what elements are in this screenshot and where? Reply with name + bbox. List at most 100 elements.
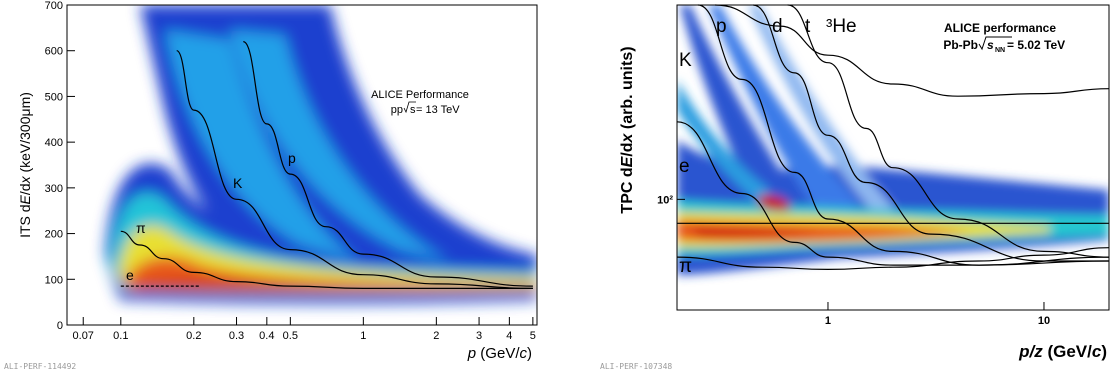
left-y-title-part: x (17, 175, 33, 184)
left-label-kaon: K (233, 175, 243, 191)
left-y-axis-ticks: 0 100 200 300 400 500 600 700 (45, 0, 75, 332)
right-density-d-wing (748, 5, 900, 220)
right-band-curves (676, 4, 1110, 271)
left-y-tick-label: 300 (45, 183, 63, 195)
left-x-axis-title: p (GeV/c) (467, 345, 532, 362)
left-y-tick-label: 600 (45, 46, 63, 58)
right-annotation-line2-post: = 5.02 TeV (1007, 38, 1065, 52)
left-x-tick-label: 0.07 (73, 330, 94, 342)
left-x-tick-label: 0.1 (113, 330, 128, 342)
right-density-peak (758, 195, 790, 211)
right-y-title-part: x (619, 132, 636, 143)
right-label-electron: e (679, 156, 690, 177)
left-y-title-part: m) (17, 92, 33, 108)
left-band-curves (120, 41, 533, 290)
right-band-curve-d (752, 4, 1109, 262)
right-x-title-close: ) (1101, 342, 1107, 361)
right-density-map (677, 5, 1109, 275)
left-y-tick-label: 100 (45, 274, 63, 286)
right-plot-frame (676, 4, 1110, 311)
right-label-kaon: K (679, 50, 692, 71)
right-density-hot (677, 220, 970, 242)
left-y-axis-title: ITS dE/dx (keV/300μm) (17, 92, 33, 238)
left-y-title-part: μ (17, 108, 33, 116)
left-band-curve-π (120, 230, 533, 290)
left-y-title-part: E (17, 194, 33, 204)
right-annotation-line2-sub: NN (995, 47, 1005, 54)
left-annotation-line2: pp s = 13 TeV (391, 101, 460, 116)
left-density-map (105, 5, 537, 304)
right-label-proton: p (716, 16, 727, 37)
right-annotation-line2-rad: s (987, 38, 994, 52)
right-band-curve-³He (714, 4, 1110, 97)
left-density-kp-core (230, 30, 450, 262)
right-density-kp-wing (708, 5, 860, 215)
left-y-tick-label: 500 (45, 91, 63, 103)
left-y-title-part: /d (17, 183, 33, 195)
right-label-pion: π (679, 256, 692, 277)
left-x-tick-label: 3 (476, 330, 482, 342)
right-density-peak (690, 228, 820, 237)
left-label-electron: e (126, 267, 134, 283)
right-annotation-line2: Pb-Pb s NN = 5.02 TeV (943, 36, 1065, 54)
left-x-tick-label: 0.5 (283, 330, 298, 342)
left-x-tick-label: 0.2 (186, 330, 201, 342)
right-x-title-unit: (GeV/ (1043, 342, 1092, 361)
right-label-helium3: ³He (826, 16, 857, 37)
left-band-curve-p (243, 41, 533, 287)
left-label-pion: π (136, 220, 146, 236)
right-y-axis-title: TPC dE/dx (arb. units) (619, 46, 636, 213)
right-y-tick-label: 10² (657, 194, 673, 206)
left-x-tick-label: 5 (530, 330, 536, 342)
right-x-axis-title: p/z (GeV/c) (1018, 342, 1107, 361)
left-figure-tag: ALI-PERF-114492 (4, 362, 76, 371)
right-density-kaon-tail (677, 80, 770, 205)
left-annotation-line2-post: = 13 TeV (416, 104, 460, 116)
left-annotation-line2-rad: s (410, 104, 416, 116)
left-x-title-unit: (GeV/ (476, 345, 520, 362)
left-x-title-close: ) (527, 345, 532, 362)
right-y-title-part: E (619, 155, 636, 167)
left-annotation-line1: ALICE Performance (371, 89, 469, 101)
left-x-tick-label: 0.3 (229, 330, 244, 342)
right-annotation-line1: ALICE performance (944, 21, 1056, 35)
left-x-tick-label: 0.4 (259, 330, 274, 342)
left-density-kp-core (165, 30, 360, 262)
right-band-curve-t (787, 4, 1110, 258)
right-y-title-part: TPC d (619, 167, 636, 213)
right-y-title-part: /d (619, 142, 636, 156)
left-x-tick-label: 2 (433, 330, 439, 342)
left-annotation-line2-pre: pp (391, 104, 403, 116)
right-x-tick-label: 10 (1038, 315, 1050, 327)
left-x-tick-label: 1 (360, 330, 366, 342)
right-y-title-part: (arb. units) (619, 46, 636, 133)
right-label-triton: t (805, 16, 811, 37)
right-x-title-c: c (1092, 342, 1102, 361)
left-y-title-part: ITS d (17, 204, 33, 237)
right-y-axis-ticks: 10² (657, 194, 685, 206)
right-x-title-main: p/z (1018, 342, 1043, 361)
right-band-curve-π (676, 247, 1110, 271)
right-label-deuteron: d (772, 16, 783, 37)
left-y-tick-label: 0 (57, 320, 63, 332)
right-density-kp-wing (680, 5, 800, 215)
left-label-proton: p (288, 150, 296, 166)
left-y-title-part: (keV/300 (17, 116, 33, 176)
right-band-curve-p (697, 4, 1110, 266)
left-plot-frame (66, 4, 538, 326)
right-annotation-line2-pre: Pb-Pb (943, 38, 978, 52)
left-band-curve-K (176, 50, 533, 289)
left-x-axis-ticks: 0.07 0.1 0.2 0.3 0.4 0.5 1 2 3 4 5 (73, 317, 536, 342)
sqrt-sign-icon (403, 101, 416, 114)
left-y-tick-label: 400 (45, 137, 63, 149)
right-figure-tag: ALI-PERF-107348 (600, 362, 672, 371)
right-x-tick-label: 1 (825, 315, 831, 327)
left-y-tick-label: 700 (45, 0, 63, 12)
right-chart-panel: 10² 1 10 TPC dE/dx (arb. units) p/z (GeV/… (600, 4, 1110, 371)
left-x-tick-label: 4 (506, 330, 512, 342)
right-x-axis-ticks: 1 10 (825, 302, 1050, 327)
left-x-title-main: p (467, 345, 476, 362)
left-y-tick-label: 200 (45, 229, 63, 241)
